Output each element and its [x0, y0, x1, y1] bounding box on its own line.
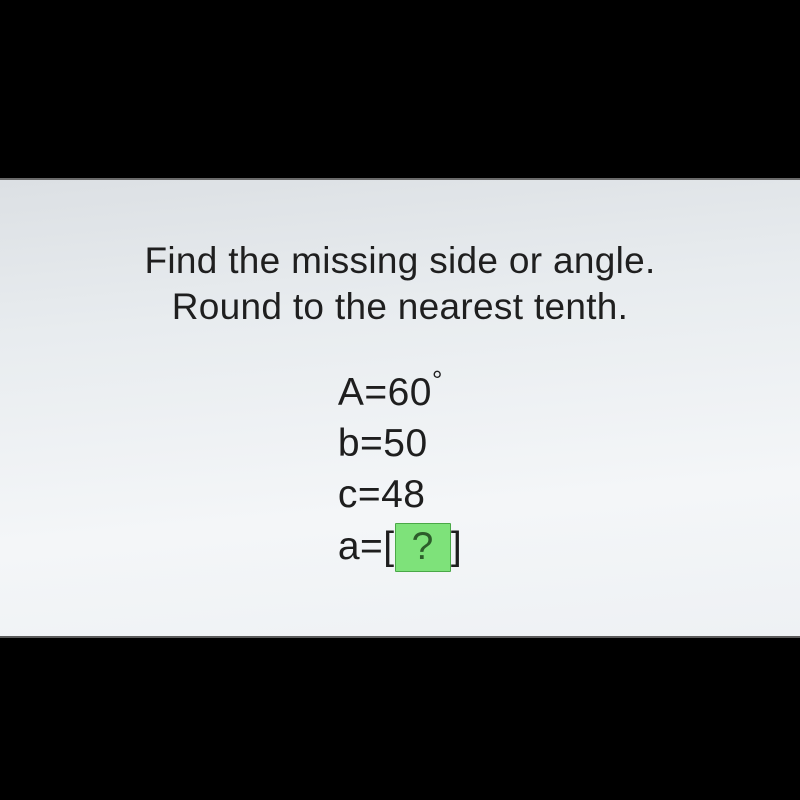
side-b-label: b [338, 422, 360, 465]
unknown-label: a [338, 525, 360, 568]
instruction-line-2: Round to the nearest tenth. [62, 284, 738, 330]
left-bracket: [ [383, 525, 394, 568]
side-c-value: 48 [381, 473, 425, 516]
unknown-side-a: a=[?] [338, 521, 462, 572]
content-area: Find the missing side or angle. Round to… [0, 180, 800, 572]
right-bracket: ] [451, 525, 462, 568]
answer-input-box[interactable]: ? [395, 523, 451, 572]
angle-A-label: A [338, 371, 365, 414]
angle-A-value: 60 [388, 371, 432, 414]
problem-card: Find the missing side or angle. Round to… [0, 178, 800, 638]
given-side-c: c=48 [338, 469, 462, 520]
side-b-value: 50 [383, 422, 427, 465]
degree-symbol: ° [432, 365, 443, 395]
side-c-label: c [338, 473, 358, 516]
instruction-line-1: Find the missing side or angle. [62, 238, 738, 284]
given-side-b: b=50 [338, 418, 462, 469]
given-angle-A: A=60° [338, 365, 462, 418]
math-block: A=60° b=50 c=48 a=[?] [338, 365, 462, 573]
